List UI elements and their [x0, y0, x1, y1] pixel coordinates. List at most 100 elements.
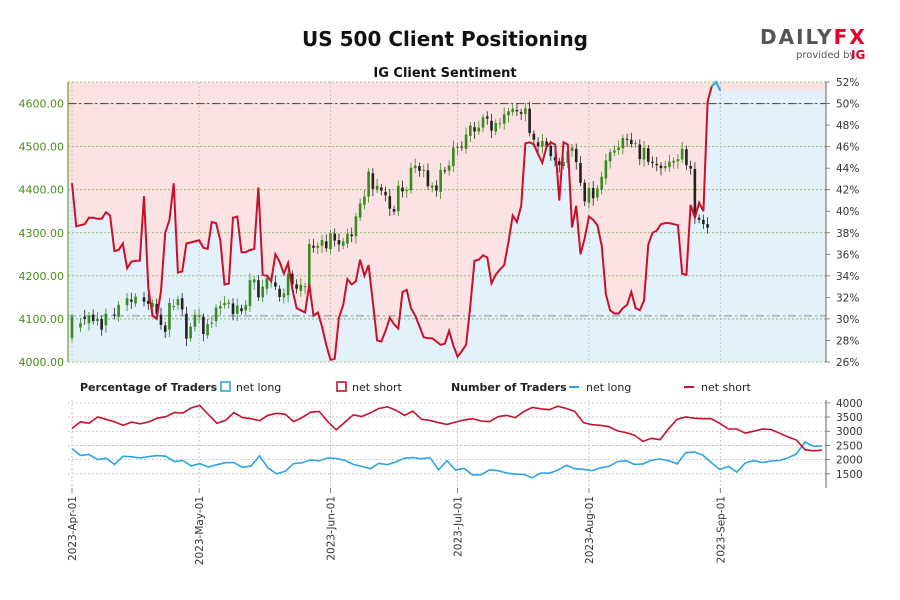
traders-line-net-long: [71, 440, 823, 479]
price-candle: [96, 318, 99, 322]
percent-tick-label: 34%: [836, 271, 859, 283]
percent-tick-label: 40%: [836, 206, 859, 218]
percent-tick-label: 46%: [836, 142, 859, 154]
price-candle: [706, 224, 709, 228]
price-candle: [324, 241, 328, 249]
percent-tick-label: 32%: [836, 292, 859, 304]
price-candle: [117, 304, 120, 317]
price-candle: [646, 148, 650, 162]
price-tick-label: 4000.00: [19, 356, 65, 369]
price-candle: [596, 188, 599, 198]
price-candle: [163, 325, 167, 332]
price-candle: [388, 196, 392, 209]
price-candle: [528, 108, 531, 133]
date-tick-label: 2023-Apr-01: [67, 496, 79, 561]
legend-num-short-label: net short: [701, 381, 752, 394]
price-candle: [676, 159, 680, 162]
price-candle: [176, 299, 180, 306]
legend-pct-long-label: net long: [236, 381, 281, 394]
price-candle: [481, 117, 485, 128]
price-candle: [358, 203, 362, 218]
price-candle: [384, 191, 387, 196]
price-candle: [303, 286, 307, 288]
price-candle: [219, 306, 222, 309]
price-candle: [172, 306, 175, 307]
price-sentiment-panel: 4000.00 4100.00 4200.00 4300.00 4400.00 4500.…: [19, 77, 860, 369]
price-candle: [485, 116, 489, 119]
price-candle: [625, 138, 629, 140]
price-candle: [193, 314, 197, 327]
price-candle: [477, 127, 481, 132]
price-candle: [422, 169, 425, 171]
traders-tick-label: 2000: [836, 455, 863, 467]
price-candle: [295, 284, 298, 289]
price-candle: [532, 133, 536, 140]
price-candle: [405, 190, 409, 192]
price-candle: [443, 170, 447, 172]
price-candle: [104, 313, 108, 326]
date-tick-label: 2023-Jul-01: [453, 496, 465, 557]
price-candle: [227, 302, 231, 304]
price-candle: [655, 163, 659, 166]
price-candle: [583, 182, 587, 202]
price-candle: [702, 219, 705, 225]
price-candle: [113, 314, 116, 316]
price-candle: [638, 144, 642, 160]
price-candle: [134, 296, 137, 304]
price-candle: [257, 280, 260, 298]
price-tick-label: 4100.00: [19, 313, 65, 326]
price-candle: [685, 149, 688, 166]
price-candle: [553, 157, 557, 161]
price-candle: [511, 108, 514, 113]
legend-number-title: Number of Traders: [451, 381, 567, 394]
price-candle: [507, 111, 510, 116]
price-candle: [316, 245, 320, 248]
price-candle: [562, 162, 565, 166]
sentiment-line-net-long: [711, 80, 722, 92]
price-candle: [223, 302, 226, 306]
price-candle: [634, 143, 637, 145]
price-candle: [659, 165, 663, 169]
price-candle: [549, 145, 553, 157]
price-candle: [214, 307, 218, 322]
price-candle: [570, 147, 574, 151]
percent-tick-label: 44%: [836, 163, 859, 175]
price-candle: [278, 288, 281, 297]
price-tick-label: 4600.00: [19, 98, 65, 111]
percent-tick-label: 48%: [836, 120, 859, 132]
traders-tick-label: 3000: [836, 426, 863, 438]
price-candle: [473, 127, 476, 132]
logo-ig: IG: [851, 48, 865, 62]
traders-line-net-short: [71, 404, 823, 452]
price-candle: [185, 313, 188, 339]
price-candle: [79, 323, 82, 328]
price-candle: [244, 305, 248, 311]
percent-tick-label: 30%: [836, 314, 859, 326]
price-candle: [604, 160, 608, 179]
traders-tick-label: 3500: [836, 412, 863, 424]
price-candle: [142, 297, 146, 302]
price-candle: [83, 316, 87, 319]
price-candle: [668, 161, 671, 167]
price-candle: [401, 187, 404, 192]
sentiment-line-net-short: [71, 86, 713, 361]
price-candle: [202, 316, 205, 334]
price-candle: [536, 142, 540, 147]
price-candle: [469, 125, 472, 136]
date-tick-label: 2023-Aug-01: [584, 496, 596, 564]
traders-tick-label: 4000: [836, 398, 863, 410]
price-candle: [494, 122, 498, 132]
price-candle: [252, 279, 256, 283]
price-candle: [91, 314, 95, 322]
price-candle: [519, 112, 523, 114]
price-candle: [341, 241, 345, 246]
price-candle: [350, 234, 353, 237]
price-candle: [354, 216, 358, 237]
price-tick-label: 4400.00: [19, 184, 65, 197]
percent-tick-label: 38%: [836, 228, 859, 240]
price-candle: [151, 302, 154, 307]
price-candle: [248, 280, 252, 306]
price-candle: [600, 176, 603, 190]
price-candle: [409, 167, 413, 191]
price-candle: [286, 273, 290, 296]
